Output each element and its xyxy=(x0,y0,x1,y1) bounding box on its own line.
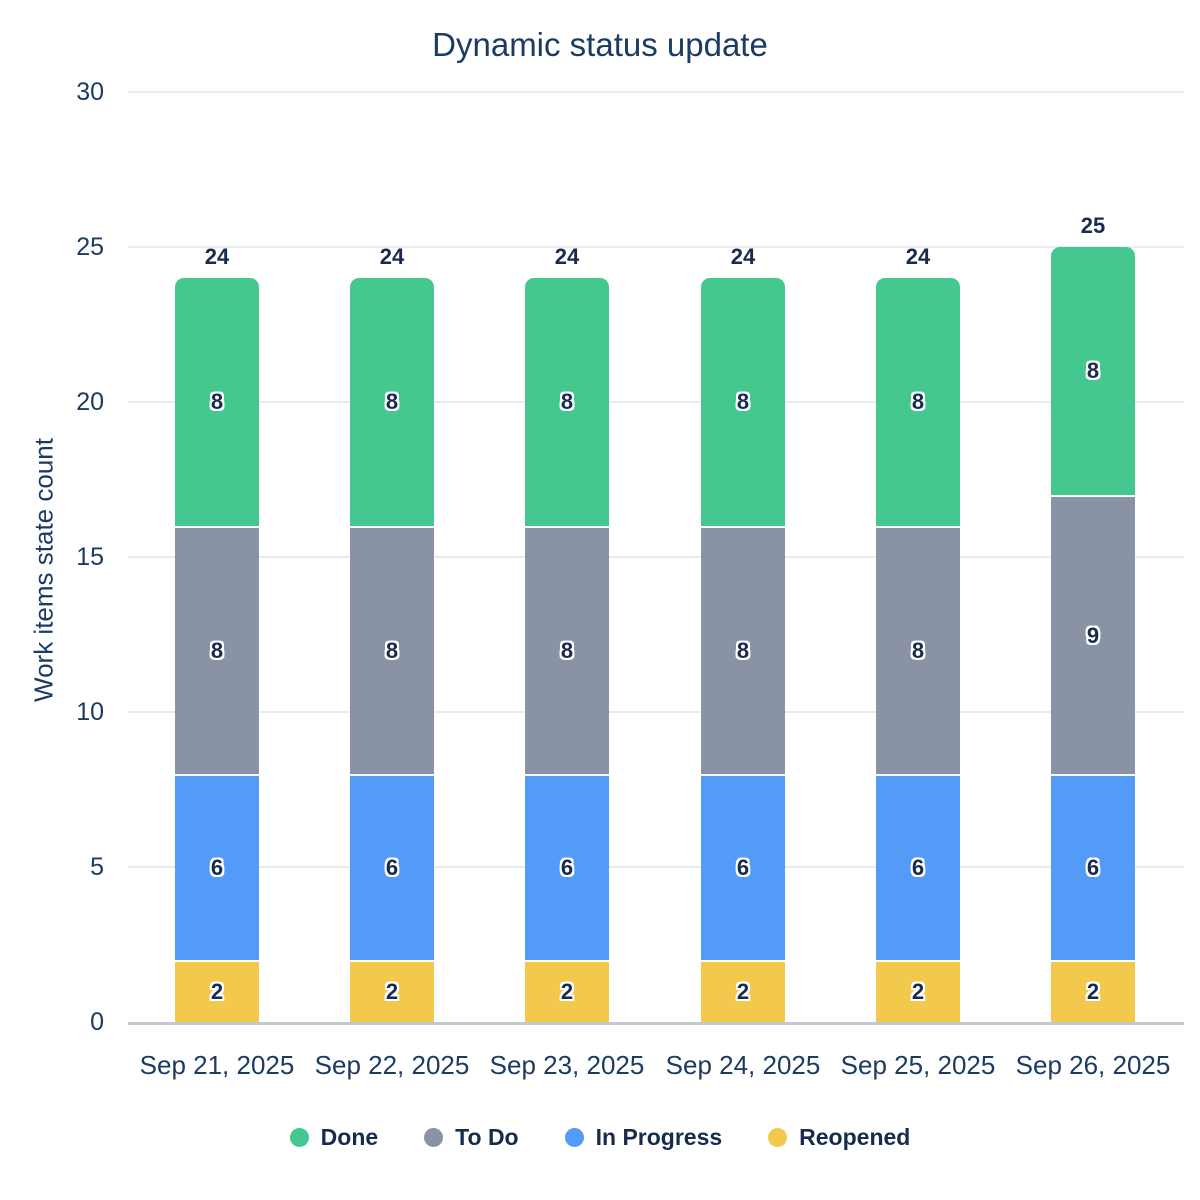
segment-value-label: 8 xyxy=(385,638,399,663)
x-tick-label-3: Sep 23, 2025 xyxy=(489,1050,645,1080)
bar-sep-26-2025[interactable]: 8 9 6 2 xyxy=(1051,247,1135,1022)
bar-segment-in-progress[interactable]: 6 xyxy=(701,774,785,960)
legend-label: Done xyxy=(320,1124,379,1150)
bar-sep-21-2025[interactable]: 8 8 6 2 xyxy=(175,278,259,1022)
segment-value-label: 6 xyxy=(1086,855,1100,880)
bar-segment-in-progress[interactable]: 6 xyxy=(175,774,259,960)
legend-dot-done-icon xyxy=(289,1128,309,1147)
bar-segment-reopened[interactable]: 2 xyxy=(350,960,434,1022)
legend-item-to-do[interactable]: To Do xyxy=(424,1124,519,1151)
segment-value-label: 2 xyxy=(911,979,925,1004)
bar-segment-in-progress[interactable]: 6 xyxy=(1051,774,1135,960)
bar-total-label: 25 xyxy=(1080,213,1106,238)
y-tick-label-30: 30 xyxy=(76,78,104,106)
bar-segment-reopened[interactable]: 2 xyxy=(701,960,785,1022)
bar-segment-done[interactable]: 8 xyxy=(350,278,434,526)
bar-segment-done[interactable]: 8 xyxy=(876,278,960,526)
legend-item-done[interactable]: Done xyxy=(289,1124,379,1151)
segment-value-label: 8 xyxy=(210,389,224,414)
bar-segment-reopened[interactable]: 2 xyxy=(175,960,259,1022)
gridline-y-10 xyxy=(128,711,1184,713)
bar-total-label: 24 xyxy=(204,244,230,269)
gridline-y-20 xyxy=(128,401,1184,403)
segment-value-label: 6 xyxy=(210,855,224,880)
segment-value-label: 6 xyxy=(560,855,574,880)
segment-value-label: 8 xyxy=(736,389,750,414)
legend: Done To Do In Progress Reopened xyxy=(0,1124,1200,1151)
y-tick-label-20: 20 xyxy=(76,388,104,416)
segment-value-label: 8 xyxy=(911,638,925,663)
bar-segment-done[interactable]: 8 xyxy=(1051,247,1135,495)
legend-label: Reopened xyxy=(799,1124,911,1150)
legend-item-in-progress[interactable]: In Progress xyxy=(564,1124,723,1151)
bar-segment-to-do[interactable]: 8 xyxy=(350,526,434,774)
bar-segment-in-progress[interactable]: 6 xyxy=(525,774,609,960)
legend-dot-in-progress-icon xyxy=(564,1128,584,1147)
bar-segment-reopened[interactable]: 2 xyxy=(876,960,960,1022)
bar-segment-in-progress[interactable]: 6 xyxy=(350,774,434,960)
bar-segment-reopened[interactable]: 2 xyxy=(1051,960,1135,1022)
segment-value-label: 6 xyxy=(736,855,750,880)
bar-total-label: 24 xyxy=(905,244,931,269)
x-tick-label-6: Sep 26, 2025 xyxy=(1015,1050,1171,1080)
bar-segment-to-do[interactable]: 8 xyxy=(525,526,609,774)
bar-total-label: 24 xyxy=(730,244,756,269)
segment-value-label: 2 xyxy=(210,979,224,1004)
segment-value-label: 6 xyxy=(911,855,925,880)
legend-dot-reopened-icon xyxy=(768,1128,788,1147)
segment-value-label: 9 xyxy=(1086,622,1100,648)
bar-segment-done[interactable]: 8 xyxy=(525,278,609,526)
legend-label: In Progress xyxy=(595,1124,723,1150)
bar-sep-23-2025[interactable]: 8 8 6 2 xyxy=(525,278,609,1022)
y-tick-label-10: 10 xyxy=(76,698,104,726)
x-tick-label-5: Sep 25, 2025 xyxy=(840,1050,996,1080)
bar-segment-to-do[interactable]: 9 xyxy=(1051,495,1135,774)
legend-item-reopened[interactable]: Reopened xyxy=(768,1124,910,1151)
segment-value-label: 8 xyxy=(911,389,925,414)
y-tick-label-25: 25 xyxy=(76,233,104,261)
x-tick-label-2: Sep 22, 2025 xyxy=(314,1050,470,1080)
chart-title: Dynamic status update xyxy=(432,26,768,63)
x-tick-label-1: Sep 21, 2025 xyxy=(139,1050,295,1080)
bar-segment-in-progress[interactable]: 6 xyxy=(876,774,960,960)
x-axis-baseline xyxy=(128,1022,1184,1025)
bar-sep-22-2025[interactable]: 8 8 6 2 xyxy=(350,278,434,1022)
legend-label: To Do xyxy=(455,1124,519,1150)
bar-segment-done[interactable]: 8 xyxy=(175,278,259,526)
segment-value-label: 2 xyxy=(1086,979,1100,1004)
bar-total-label: 24 xyxy=(379,244,405,269)
segment-value-label: 2 xyxy=(736,979,750,1004)
x-tick-label-4: Sep 24, 2025 xyxy=(665,1050,821,1080)
gridline-y-15 xyxy=(128,556,1184,558)
bar-segment-reopened[interactable]: 2 xyxy=(525,960,609,1022)
segment-value-label: 8 xyxy=(385,389,399,414)
segment-value-label: 8 xyxy=(560,389,574,414)
gridline-y-25 xyxy=(128,246,1184,248)
bar-segment-to-do[interactable]: 8 xyxy=(876,526,960,774)
y-tick-label-0: 0 xyxy=(90,1008,104,1036)
bar-sep-25-2025[interactable]: 8 8 6 2 xyxy=(876,278,960,1022)
segment-value-label: 8 xyxy=(1086,358,1100,383)
y-tick-label-15: 15 xyxy=(76,543,104,571)
gridline-y-30 xyxy=(128,91,1184,93)
y-tick-label-5: 5 xyxy=(90,853,104,881)
bar-segment-to-do[interactable]: 8 xyxy=(175,526,259,774)
gridline-y-5 xyxy=(128,866,1184,868)
segment-value-label: 2 xyxy=(560,979,574,1004)
bar-sep-24-2025[interactable]: 8 8 6 2 xyxy=(701,278,785,1022)
bar-segment-to-do[interactable]: 8 xyxy=(701,526,785,774)
segment-value-label: 8 xyxy=(736,638,750,663)
segment-value-label: 8 xyxy=(560,638,574,663)
segment-value-label: 8 xyxy=(210,638,224,663)
segment-value-label: 6 xyxy=(385,855,399,880)
bar-total-label: 24 xyxy=(554,244,580,269)
legend-dot-to-do-icon xyxy=(424,1128,444,1147)
segment-value-label: 2 xyxy=(385,979,399,1004)
bar-segment-done[interactable]: 8 xyxy=(701,278,785,526)
